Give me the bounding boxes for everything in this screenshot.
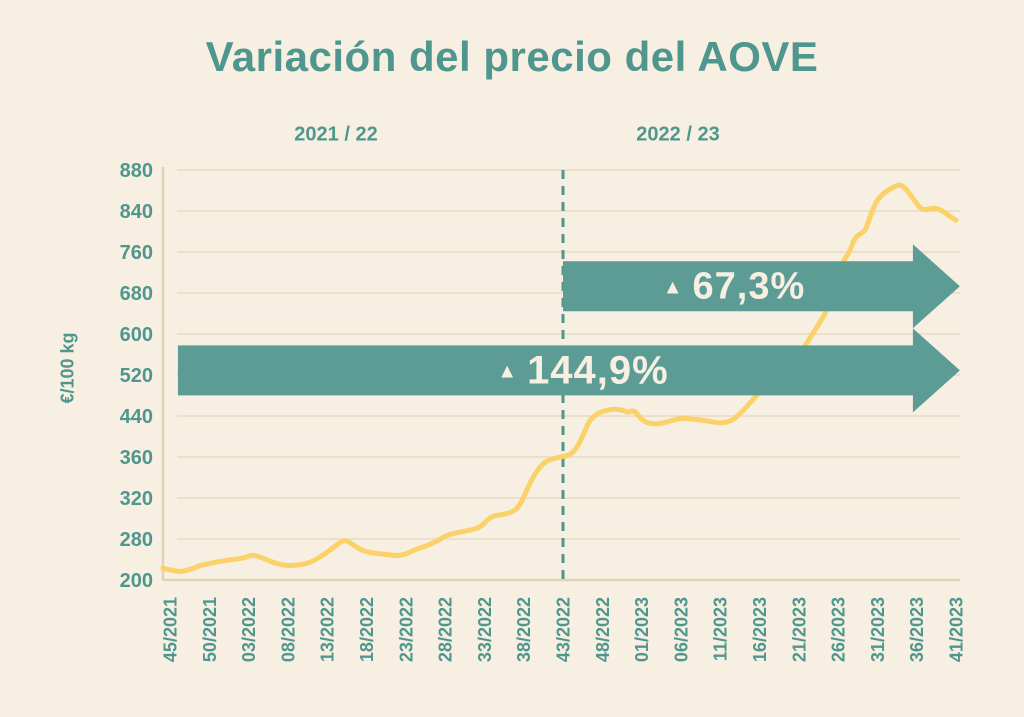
up-triangle-icon: ▲	[497, 360, 519, 382]
y-tick-label: 280	[120, 529, 153, 551]
y-tick-label: 840	[120, 201, 153, 223]
x-tick-label: 03/2022	[239, 597, 259, 662]
x-tick-label: 16/2023	[750, 597, 770, 662]
x-tick-label: 18/2022	[357, 597, 377, 662]
x-tick-label: 31/2023	[868, 597, 888, 662]
y-tick-label: 200	[120, 570, 153, 592]
x-tick-label: 36/2023	[907, 597, 927, 662]
y-tick-label: 880	[120, 160, 153, 182]
x-tick-label: 06/2023	[671, 597, 691, 662]
x-tick-label: 21/2023	[789, 597, 809, 662]
x-tick-label: 45/2021	[161, 597, 181, 662]
growth-arrow-season2	[563, 244, 960, 329]
x-tick-label: 43/2022	[554, 597, 574, 662]
x-tick-label: 48/2022	[593, 597, 613, 662]
y-tick-label: 520	[120, 365, 153, 387]
x-tick-label: 28/2022	[436, 597, 456, 662]
price-line	[160, 182, 959, 574]
y-tick-label: 320	[120, 488, 153, 510]
y-tick-label: 680	[120, 283, 153, 305]
up-triangle-icon: ▲	[662, 276, 684, 298]
season2-increase-label: ▲ 67,3%	[663, 266, 806, 309]
x-tick-label: 26/2023	[829, 597, 849, 662]
x-tick-label: 33/2022	[475, 597, 495, 662]
x-tick-label: 13/2022	[318, 597, 338, 662]
total-increase-label: ▲ 144,9%	[497, 349, 668, 394]
total-increase-value: 144,9%	[527, 348, 669, 393]
season-label-2021-22: 2021 / 22	[294, 123, 378, 146]
x-tick-label: 11/2023	[711, 597, 731, 661]
x-tick-label: 01/2023	[632, 597, 652, 662]
chart-title: Variación del precio del AOVE	[205, 33, 819, 80]
growth-arrow-total	[177, 328, 960, 413]
x-tick-label: 41/2023	[947, 597, 967, 662]
y-tick-label: 600	[120, 324, 153, 346]
season-label-2022-23: 2022 / 23	[636, 123, 720, 146]
x-tick-label: 23/2022	[396, 597, 416, 662]
x-tick-label: 50/2021	[200, 597, 220, 662]
y-tick-label: 760	[120, 242, 153, 264]
y-tick-label: 360	[120, 447, 153, 469]
season2-increase-value: 67,3%	[692, 265, 806, 308]
x-tick-label: 38/2022	[514, 597, 534, 662]
y-tick-label: 440	[120, 406, 153, 428]
x-tick-label: 08/2022	[278, 597, 298, 662]
